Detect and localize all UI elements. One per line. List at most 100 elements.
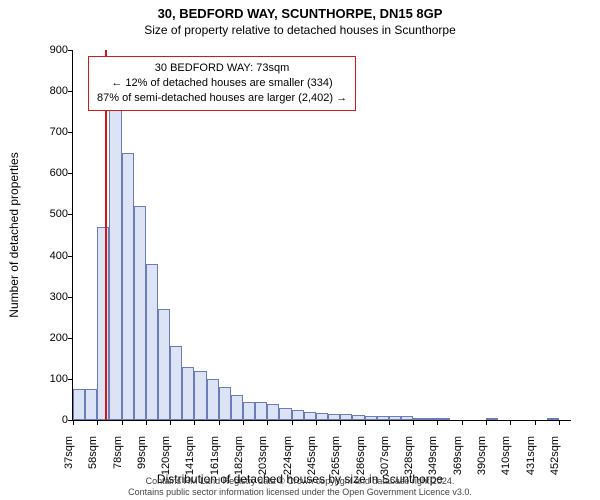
y-tick-label: 700 — [50, 126, 68, 138]
x-tick-label: 99sqm — [136, 436, 148, 476]
x-tick-mark — [486, 420, 487, 425]
histogram-bar — [146, 264, 158, 420]
histogram-bar — [401, 416, 413, 420]
x-tick-label: 203sqm — [257, 436, 269, 476]
footer-line-2: Contains public sector information licen… — [0, 487, 600, 498]
x-tick-label: 349sqm — [427, 436, 439, 476]
x-tick-label: 452sqm — [549, 436, 561, 476]
histogram-bar — [122, 153, 134, 420]
y-axis-label: Number of detached properties — [7, 152, 21, 317]
histogram-bar — [158, 309, 170, 420]
y-tick-label: 500 — [50, 208, 68, 220]
histogram-bar — [109, 103, 121, 420]
x-tick-mark — [292, 420, 293, 425]
x-tick-mark — [510, 420, 511, 425]
info-box: 30 BEDFORD WAY: 73sqm← 12% of detached h… — [88, 56, 356, 111]
y-tick-mark — [68, 91, 73, 92]
histogram-bar — [73, 389, 85, 420]
y-tick-mark — [68, 338, 73, 339]
histogram-bar — [437, 418, 449, 420]
histogram-bar — [97, 227, 109, 420]
y-tick-label: 300 — [50, 291, 68, 303]
y-tick-mark — [68, 132, 73, 133]
x-tick-label: 369sqm — [452, 436, 464, 476]
y-tick-mark — [68, 297, 73, 298]
x-tick-label: 265sqm — [330, 436, 342, 476]
y-tick-label: 0 — [62, 414, 68, 426]
histogram-bar — [352, 415, 364, 420]
y-tick-label: 800 — [50, 85, 68, 97]
y-tick-mark — [68, 50, 73, 51]
x-tick-mark — [243, 420, 244, 425]
y-tick-label: 900 — [50, 44, 68, 56]
histogram-bar — [267, 404, 279, 420]
histogram-bar — [219, 387, 231, 420]
x-tick-mark — [535, 420, 536, 425]
info-line-2: ← 12% of detached houses are smaller (33… — [97, 76, 347, 91]
x-tick-label: 120sqm — [160, 436, 172, 476]
histogram-bar — [365, 416, 377, 420]
histogram-bar — [207, 379, 219, 420]
x-tick-mark — [462, 420, 463, 425]
histogram-bar — [328, 414, 340, 420]
x-tick-label: 161sqm — [209, 436, 221, 476]
histogram-bar — [231, 395, 243, 420]
histogram-bar — [389, 416, 401, 420]
y-tick-mark — [68, 256, 73, 257]
histogram-bar — [182, 367, 194, 420]
x-tick-label: 141sqm — [184, 436, 196, 476]
histogram-bar — [194, 371, 206, 420]
histogram-bar — [134, 206, 146, 420]
x-tick-label: 286sqm — [355, 436, 367, 476]
chart-title-1: 30, BEDFORD WAY, SCUNTHORPE, DN15 8GP — [0, 0, 600, 21]
x-tick-mark — [73, 420, 74, 425]
chart-title-2: Size of property relative to detached ho… — [0, 21, 600, 37]
x-tick-mark — [122, 420, 123, 425]
footer-text: Contains HM Land Registry data © Crown c… — [0, 476, 600, 499]
x-tick-label: 224sqm — [282, 436, 294, 476]
histogram-bar — [243, 402, 255, 421]
y-tick-mark — [68, 214, 73, 215]
x-tick-mark — [170, 420, 171, 425]
x-tick-label: 307sqm — [379, 436, 391, 476]
x-tick-mark — [146, 420, 147, 425]
x-tick-mark — [437, 420, 438, 425]
x-tick-label: 431sqm — [525, 436, 537, 476]
histogram-bar — [255, 402, 267, 421]
y-tick-label: 600 — [50, 167, 68, 179]
footer-line-1: Contains HM Land Registry data © Crown c… — [0, 476, 600, 487]
y-tick-mark — [68, 173, 73, 174]
y-tick-label: 100 — [50, 373, 68, 385]
y-tick-label: 400 — [50, 250, 68, 262]
histogram-bar — [85, 389, 97, 420]
x-tick-mark — [97, 420, 98, 425]
x-tick-label: 37sqm — [63, 436, 75, 476]
x-tick-label: 328sqm — [403, 436, 415, 476]
histogram-bar — [340, 414, 352, 420]
x-tick-mark — [340, 420, 341, 425]
x-tick-mark — [389, 420, 390, 425]
info-line-3: 87% of semi-detached houses are larger (… — [97, 91, 347, 106]
histogram-bar — [547, 418, 559, 420]
x-tick-mark — [219, 420, 220, 425]
x-tick-label: 78sqm — [112, 436, 124, 476]
x-tick-mark — [413, 420, 414, 425]
histogram-bar — [170, 346, 182, 420]
info-line-1: 30 BEDFORD WAY: 73sqm — [97, 61, 347, 76]
x-tick-mark — [559, 420, 560, 425]
y-tick-mark — [68, 379, 73, 380]
x-tick-mark — [267, 420, 268, 425]
histogram-bar — [425, 418, 437, 420]
histogram-bar — [377, 416, 389, 420]
y-tick-label: 200 — [50, 332, 68, 344]
x-tick-mark — [316, 420, 317, 425]
histogram-bar — [486, 418, 498, 420]
histogram-bar — [292, 410, 304, 420]
histogram-bar — [279, 408, 291, 420]
x-tick-label: 182sqm — [233, 436, 245, 476]
histogram-bar — [316, 413, 328, 420]
x-tick-mark — [194, 420, 195, 425]
x-tick-label: 410sqm — [500, 436, 512, 476]
x-tick-label: 245sqm — [306, 436, 318, 476]
x-tick-mark — [365, 420, 366, 425]
